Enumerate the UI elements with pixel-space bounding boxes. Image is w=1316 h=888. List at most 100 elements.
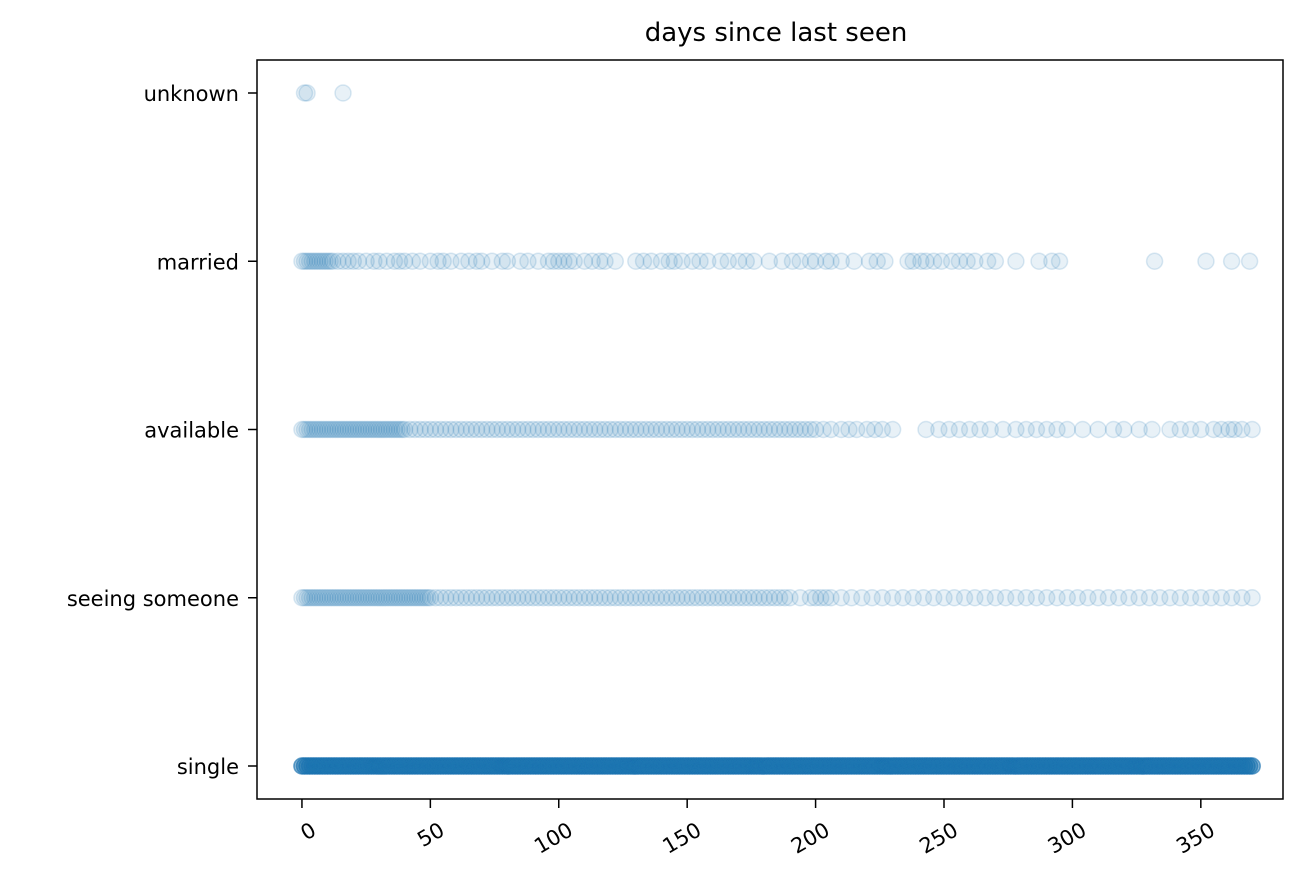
scatter-point [421,757,440,775]
scatter-point [339,252,357,270]
scatter-point [383,757,401,775]
scatter-point [596,589,614,607]
scatter-point [930,420,948,439]
scatter-point [408,757,427,775]
scatter-point [472,420,491,439]
scatter-point [331,589,350,607]
scatter-point [357,757,375,775]
scatter-point [431,757,450,775]
scatter-point [408,757,427,775]
scatter-point [698,589,717,607]
scatter-point [339,757,357,775]
scatter-point [311,589,329,607]
scatter-point [657,589,676,607]
scatter-point [627,589,645,607]
scatter-point [421,420,440,439]
scatter-point [398,757,416,775]
scatter-point [388,420,406,439]
scatter-point [847,420,866,439]
scatter-point [865,420,884,439]
scatter-point [344,252,363,270]
scatter-point [349,757,368,775]
scatter-point [555,589,573,607]
scatter-point [765,589,784,607]
scatter-point [295,84,314,102]
scatter-point [434,757,452,775]
scatter-point [431,757,450,775]
scatter-point [339,757,357,775]
scatter-point [904,252,922,270]
scatter-point [293,757,311,775]
scatter-point [426,420,445,439]
scatter-point [637,589,655,607]
scatter-point [326,589,345,607]
scatter-point [298,84,316,102]
scatter-point [334,757,352,775]
scatter-point [324,757,342,775]
scatter-point [372,589,391,607]
scatter-point [324,757,342,775]
scatter-point [616,589,635,607]
scatter-point [421,757,440,775]
scatter-point [344,420,363,439]
scatter-point [1161,589,1179,607]
scatter-point [349,757,368,775]
scatter-point [426,757,445,775]
scatter-point [395,420,414,439]
scatter-point [986,589,1005,607]
scatter-point [344,757,363,775]
scatter-point [503,589,522,607]
scatter-point [950,420,969,439]
scatter-point [840,420,858,439]
scatter-point [329,757,347,775]
scatter-point [442,757,460,775]
scatter-point [295,757,314,775]
scatter-point [678,420,696,439]
scatter-point [791,420,809,439]
scatter-point [395,757,414,775]
scatter-point [845,252,863,270]
scatter-point [429,757,447,775]
scatter-point [401,757,419,775]
scatter-point [339,757,357,775]
scatter-point [334,757,352,775]
scatter-point [385,757,404,775]
scatter-point [544,252,563,270]
scatter-point [316,252,334,270]
scatter-point [311,757,329,775]
scatter-point [329,757,347,775]
scatter-point [362,757,381,775]
scatter-point [665,252,684,270]
scatter-point [431,420,450,439]
scatter-point [437,757,455,775]
scatter-point [1037,420,1056,439]
scatter-point [408,757,427,775]
scatter-point [575,252,594,270]
scatter-point [580,589,599,607]
scatter-point [1243,757,1261,775]
scatter-point [434,252,452,270]
scatter-point [431,757,450,775]
scatter-point [331,757,350,775]
scatter-point [621,589,640,607]
scatter-point [329,757,347,775]
scatter-point [347,589,365,607]
scatter-point [478,420,496,439]
scatter-point [370,757,388,775]
scatter-point [714,420,732,439]
scatter-point [341,589,360,607]
scatter-point [627,252,645,270]
scatter-point [393,757,411,775]
scatter-point [760,420,779,439]
scatter-point [539,589,558,607]
scatter-point [550,252,568,270]
scatter-point [347,757,365,775]
scatter-point [380,757,399,775]
scatter-point [863,589,881,607]
scatter-point [729,589,748,607]
scatter-point [917,252,935,270]
scatter-point [1109,589,1128,607]
scatter-point [403,757,422,775]
scatter-point [406,757,424,775]
scatter-point [442,757,460,775]
